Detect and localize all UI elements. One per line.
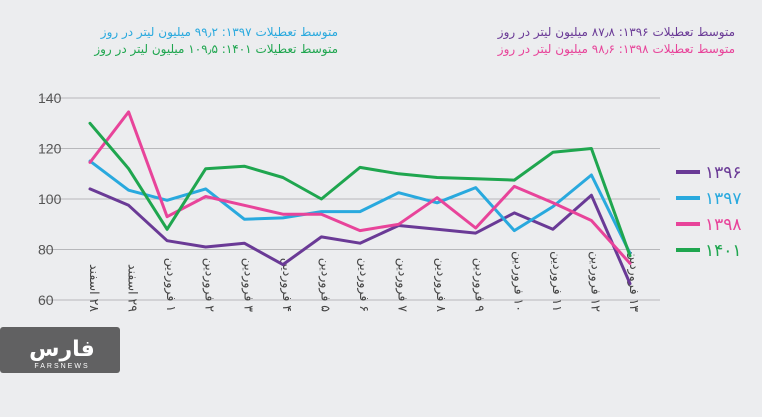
average-1398: متوسط تعطیلات ۱۳۹۸: ۹۸٫۶ میلیون لیتر در … — [497, 42, 735, 57]
y-axis: 60 80 100 120 140 — [38, 90, 62, 308]
x-tick-label-9: ۸ فروردین — [433, 258, 449, 312]
watermark-sub: FARSNEWS — [34, 363, 89, 370]
farsnews-watermark: فارس FARSNEWS — [0, 327, 120, 373]
header-averages: متوسط تعطیلات ۱۳۹۶: ۸۷٫۸ میلیون لیتر در … — [93, 25, 735, 57]
y-tick-label-60: 60 — [38, 292, 54, 308]
farsnews-logo-icon: فارس FARSNEWS — [0, 327, 120, 373]
x-tick-label-4: ۳ فروردین — [240, 258, 256, 312]
series-lines — [88, 110, 632, 286]
x-axis: ۲۸ اسفند ۲۹ اسفند ۱ فروردین ۲ فروردین ۳ فرور… — [87, 251, 642, 312]
series-line-3 — [88, 121, 632, 258]
x-tick-label-2: ۱ فروردین — [163, 258, 179, 312]
legend: ۱۳۹۶ ۱۳۹۷ ۱۳۹۸ ۱۴۰۱ — [676, 163, 742, 261]
x-tick-label-6: ۵ فروردین — [317, 258, 333, 312]
series-line-0 — [88, 187, 632, 286]
y-tick-label-100: 100 — [38, 191, 62, 207]
legend-label-3: ۱۴۰۱ — [705, 241, 742, 261]
average-1401: متوسط تعطیلات ۱۴۰۱: ۱۰۹٫۵ میلیون لیتر در… — [93, 42, 338, 57]
series-line-1 — [88, 159, 632, 255]
watermark-brand: فارس — [29, 337, 95, 362]
average-1396: متوسط تعطیلات ۱۳۹۶: ۸۷٫۸ میلیون لیتر در … — [497, 25, 735, 40]
y-tick-label-80: 80 — [38, 242, 54, 258]
x-tick-label-14: ۱۳ فروردین — [626, 251, 642, 312]
x-tick-label-10: ۹ فروردین — [472, 258, 488, 312]
x-tick-label-13: ۱۲ فروردین — [587, 251, 603, 312]
x-tick-label-1: ۲۹ اسفند — [126, 264, 141, 312]
legend-label-1: ۱۳۹۷ — [705, 189, 742, 209]
x-tick-label-5: ۴ فروردین — [279, 258, 295, 312]
x-tick-label-0: ۲۸ اسفند — [87, 264, 102, 312]
y-tick-label-140: 140 — [38, 90, 62, 106]
x-tick-label-12: ۱۱ فروردین — [549, 251, 565, 312]
y-tick-label-120: 120 — [38, 141, 62, 157]
x-tick-label-7: ۶ فروردین — [356, 258, 372, 312]
legend-label-0: ۱۳۹۶ — [705, 163, 742, 183]
x-tick-label-11: ۱۰ فروردین — [510, 251, 526, 312]
average-1397: متوسط تعطیلات ۱۳۹۷: ۹۹٫۲ میلیون لیتر در … — [100, 25, 338, 40]
x-tick-label-8: ۷ فروردین — [395, 258, 411, 312]
legend-label-2: ۱۳۹۸ — [705, 215, 742, 235]
x-tick-label-3: ۲ فروردین — [202, 258, 218, 312]
